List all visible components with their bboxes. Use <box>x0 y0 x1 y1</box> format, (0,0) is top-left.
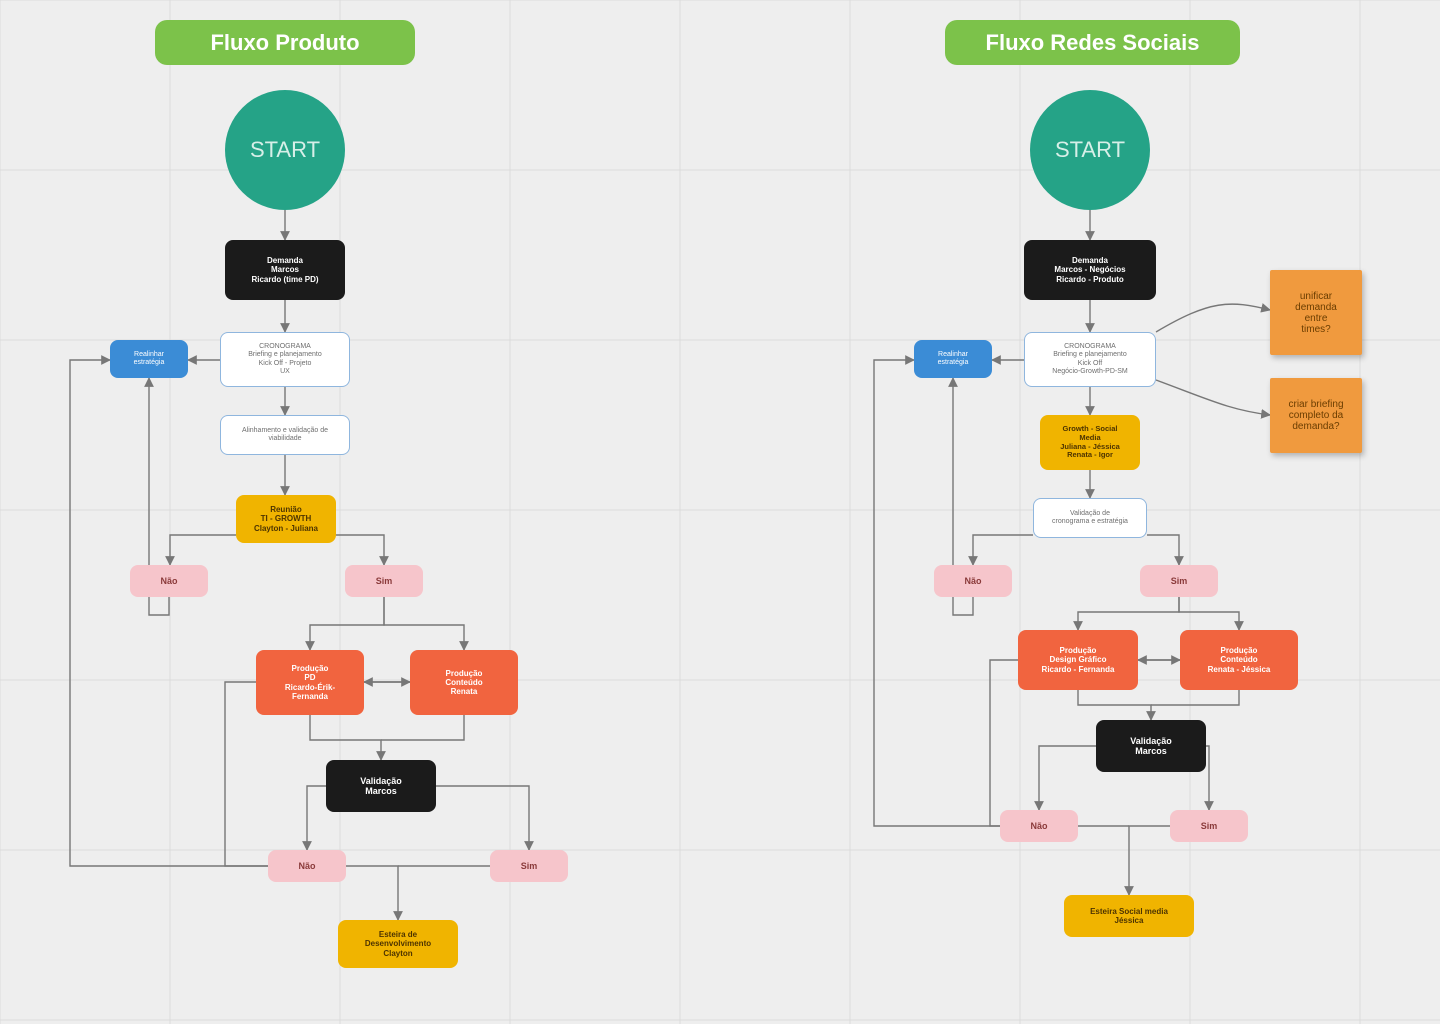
node-B_growth: Growth - Social Media Juliana - Jéssica … <box>1040 415 1140 470</box>
node-B_valid: Validação Marcos <box>1096 720 1206 772</box>
node-B_dem: Demanda Marcos - Negócios Ricardo - Prod… <box>1024 240 1156 300</box>
node-text: Realinhar estratégia <box>938 351 969 367</box>
node-text: CRONOGRAMA Briefing e planejamento Kick … <box>1052 343 1127 375</box>
node-B_validcron: Validação de cronograma e estratégia <box>1033 498 1147 538</box>
node-A_prodPD: Produção PD Ricardo-Érik- Fernanda <box>256 650 364 715</box>
node-layer: Fluxo Produto Fluxo Redes Sociais START Dem… <box>0 0 1440 1024</box>
node-text: Sim <box>1201 821 1218 831</box>
node-text: Produção Conteúdo Renata - Jéssica <box>1208 646 1271 674</box>
node-text: Não <box>298 861 315 871</box>
node-A_sim2: Sim <box>490 850 568 882</box>
node-text: Demanda Marcos - Negócios Ricardo - Prod… <box>1054 256 1125 284</box>
node-A_realinhar: Realinhar estratégia <box>110 340 188 378</box>
node-text: Não <box>964 576 981 586</box>
node-text: Não <box>160 576 177 586</box>
node-text: Realinhar estratégia <box>134 351 165 367</box>
node-B_cron: CRONOGRAMA Briefing e planejamento Kick … <box>1024 332 1156 387</box>
flow-title: Fluxo Produto <box>155 20 415 65</box>
node-text: CRONOGRAMA Briefing e planejamento Kick … <box>248 343 322 375</box>
node-text: Não <box>1030 821 1047 831</box>
node-text: START <box>1055 137 1125 162</box>
node-B_sim1: Sim <box>1140 565 1218 597</box>
node-text: Reunião TI - GROWTH Clayton - Juliana <box>254 505 318 533</box>
node-text: Sim <box>1171 576 1188 586</box>
node-text: Esteira de Desenvolvimento Clayton <box>365 930 431 958</box>
node-text: Validação de cronograma e estratégia <box>1052 510 1128 526</box>
node-text: Validação Marcos <box>1130 736 1172 757</box>
node-B_realinhar: Realinhar estratégia <box>914 340 992 378</box>
node-text: START <box>250 137 320 162</box>
node-B_prodDG: Produção Design Gráfico Ricardo - Fernan… <box>1018 630 1138 690</box>
sticky-text: unificar demanda entre times? <box>1295 291 1337 335</box>
node-B_nao1: Não <box>934 565 1012 597</box>
node-A_cron: CRONOGRAMA Briefing e planejamento Kick … <box>220 332 350 387</box>
title-text: Fluxo Produto <box>210 30 359 56</box>
flow-title: Fluxo Redes Sociais <box>945 20 1240 65</box>
node-B_prodCont: Produção Conteúdo Renata - Jéssica <box>1180 630 1298 690</box>
node-B_nao2: Não <box>1000 810 1078 842</box>
node-text: Esteira Social media Jéssica <box>1090 907 1168 925</box>
node-A_prodCont: Produção Conteúdo Renata <box>410 650 518 715</box>
node-A_start: START <box>225 90 345 210</box>
node-text: Alinhamento e validação de viabilidade <box>242 427 328 443</box>
node-text: Demanda Marcos Ricardo (time PD) <box>251 256 318 284</box>
node-A_reuniao: Reunião TI - GROWTH Clayton - Juliana <box>236 495 336 543</box>
node-text: Produção PD Ricardo-Érik- Fernanda <box>285 664 335 701</box>
node-B_sim2: Sim <box>1170 810 1248 842</box>
flowchart-canvas: Fluxo Produto Fluxo Redes Sociais START Dem… <box>0 0 1440 1024</box>
node-B_start: START <box>1030 90 1150 210</box>
node-text: Validação Marcos <box>360 776 402 797</box>
node-text: Sim <box>376 576 393 586</box>
sticky-text: criar briefing completo da demanda? <box>1288 399 1343 432</box>
node-A_nao1: Não <box>130 565 208 597</box>
node-A_sim1: Sim <box>345 565 423 597</box>
node-A_nao2: Não <box>268 850 346 882</box>
node-text: Growth - Social Media Juliana - Jéssica … <box>1060 425 1120 460</box>
node-A_esteira: Esteira de Desenvolvimento Clayton <box>338 920 458 968</box>
node-text: Sim <box>521 861 538 871</box>
sticky-note: unificar demanda entre times? <box>1270 270 1362 355</box>
node-text: Produção Conteúdo Renata <box>445 669 482 697</box>
node-text: Produção Design Gráfico Ricardo - Fernan… <box>1042 646 1115 674</box>
sticky-note: criar briefing completo da demanda? <box>1270 378 1362 453</box>
node-A_dem: Demanda Marcos Ricardo (time PD) <box>225 240 345 300</box>
node-B_esteira: Esteira Social media Jéssica <box>1064 895 1194 937</box>
node-A_alinh: Alinhamento e validação de viabilidade <box>220 415 350 455</box>
title-text: Fluxo Redes Sociais <box>986 30 1200 56</box>
node-A_valid: Validação Marcos <box>326 760 436 812</box>
